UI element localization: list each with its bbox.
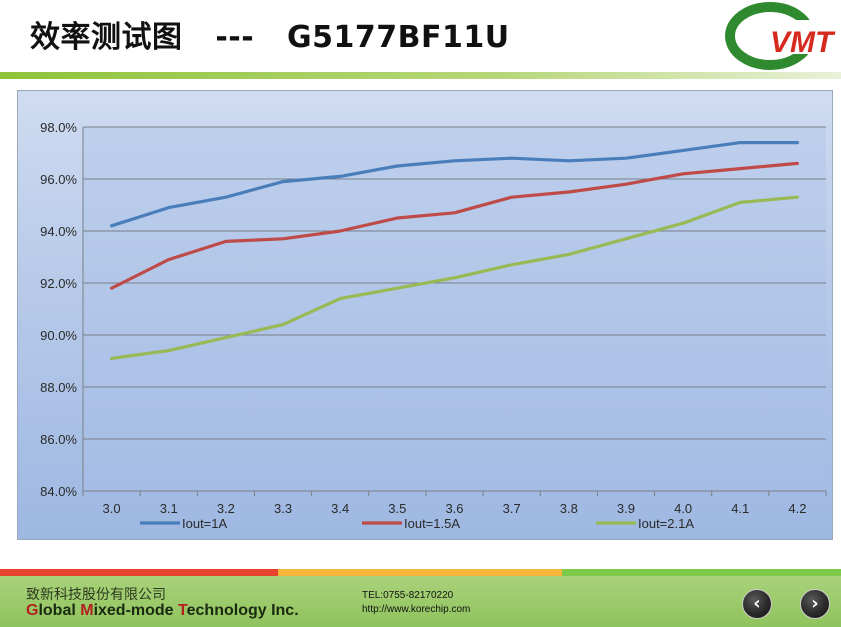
footer-stripe-red (0, 569, 278, 576)
y-tick-label: 84.0% (40, 484, 77, 499)
x-tick-label: 4.1 (731, 501, 749, 516)
telephone-text: TEL:0755-82170220 (362, 590, 454, 601)
company-name-cn: 致新科技股份有限公司 (26, 587, 166, 603)
y-tick-label: 94.0% (40, 224, 77, 239)
chevron-left-icon: ‹ (753, 593, 761, 614)
footer-stripe (0, 569, 841, 576)
footer: 致新科技股份有限公司 Global Mixed-mode Technology … (0, 576, 841, 627)
footer-stripe-green (562, 569, 841, 576)
chevron-right-icon: › (811, 593, 819, 614)
x-tick-label: 3.9 (617, 501, 635, 516)
company-name-en: Global Mixed-mode Technology Inc. (26, 602, 299, 620)
x-tick-label: 3.7 (503, 501, 521, 516)
company-initial-g: G (26, 602, 39, 619)
series-line-3 (110, 195, 799, 360)
legend-label-2: Iout=1.5A (404, 516, 460, 531)
next-slide-button[interactable]: › (800, 589, 830, 619)
y-tick-label: 98.0% (40, 120, 77, 135)
series-line-2 (110, 161, 799, 290)
company-initial-t: T (178, 602, 187, 619)
legend-label-1: Iout=1A (182, 516, 228, 531)
x-tick-label: 3.8 (560, 501, 578, 516)
x-tick-label: 3.6 (445, 501, 463, 516)
y-tick-label: 88.0% (40, 380, 77, 395)
y-tick-label: 86.0% (40, 432, 77, 447)
y-tick-label: 92.0% (40, 276, 77, 291)
header-divider (0, 72, 841, 79)
logo-graphic: VMT (725, 2, 841, 70)
company-logo: VMT (718, 0, 841, 72)
footer-stripe-orange (278, 569, 562, 576)
company-word-technology: echnology Inc. (186, 602, 299, 619)
x-tick-label: 4.2 (788, 501, 806, 516)
slide-title: 效率测试图 --- G5177BF11U (30, 20, 510, 55)
legend-label-3: Iout=2.1A (638, 516, 694, 531)
x-tick-label: 3.3 (274, 501, 292, 516)
logo-text: VMT (770, 26, 836, 59)
website-link[interactable]: http://www.korechip.com (362, 604, 471, 615)
company-initial-m: M (80, 602, 94, 619)
efficiency-line-chart: 98.0% 96.0% 94.0% 92.0% 90.0% 88.0% 86.0% 84.0%… (40, 120, 827, 531)
y-tick-label: 96.0% (40, 172, 77, 187)
series-line-1 (110, 141, 799, 228)
company-word-global: lobal (38, 602, 81, 619)
company-word-mixed: ixed-mode (93, 602, 179, 619)
previous-slide-button[interactable]: ‹ (742, 589, 772, 619)
y-tick-label: 90.0% (40, 328, 77, 343)
x-tick-label: 4.0 (674, 501, 692, 516)
x-tick-label: 3.2 (217, 501, 235, 516)
x-tick-label: 3.0 (103, 501, 121, 516)
x-tick-label: 3.4 (331, 501, 349, 516)
chart-area: 98.0% 96.0% 94.0% 92.0% 90.0% 88.0% 86.0% 84.0%… (17, 90, 833, 540)
x-tick-label: 3.1 (160, 501, 178, 516)
x-tick-label: 3.5 (388, 501, 406, 516)
plot-area (83, 127, 826, 491)
